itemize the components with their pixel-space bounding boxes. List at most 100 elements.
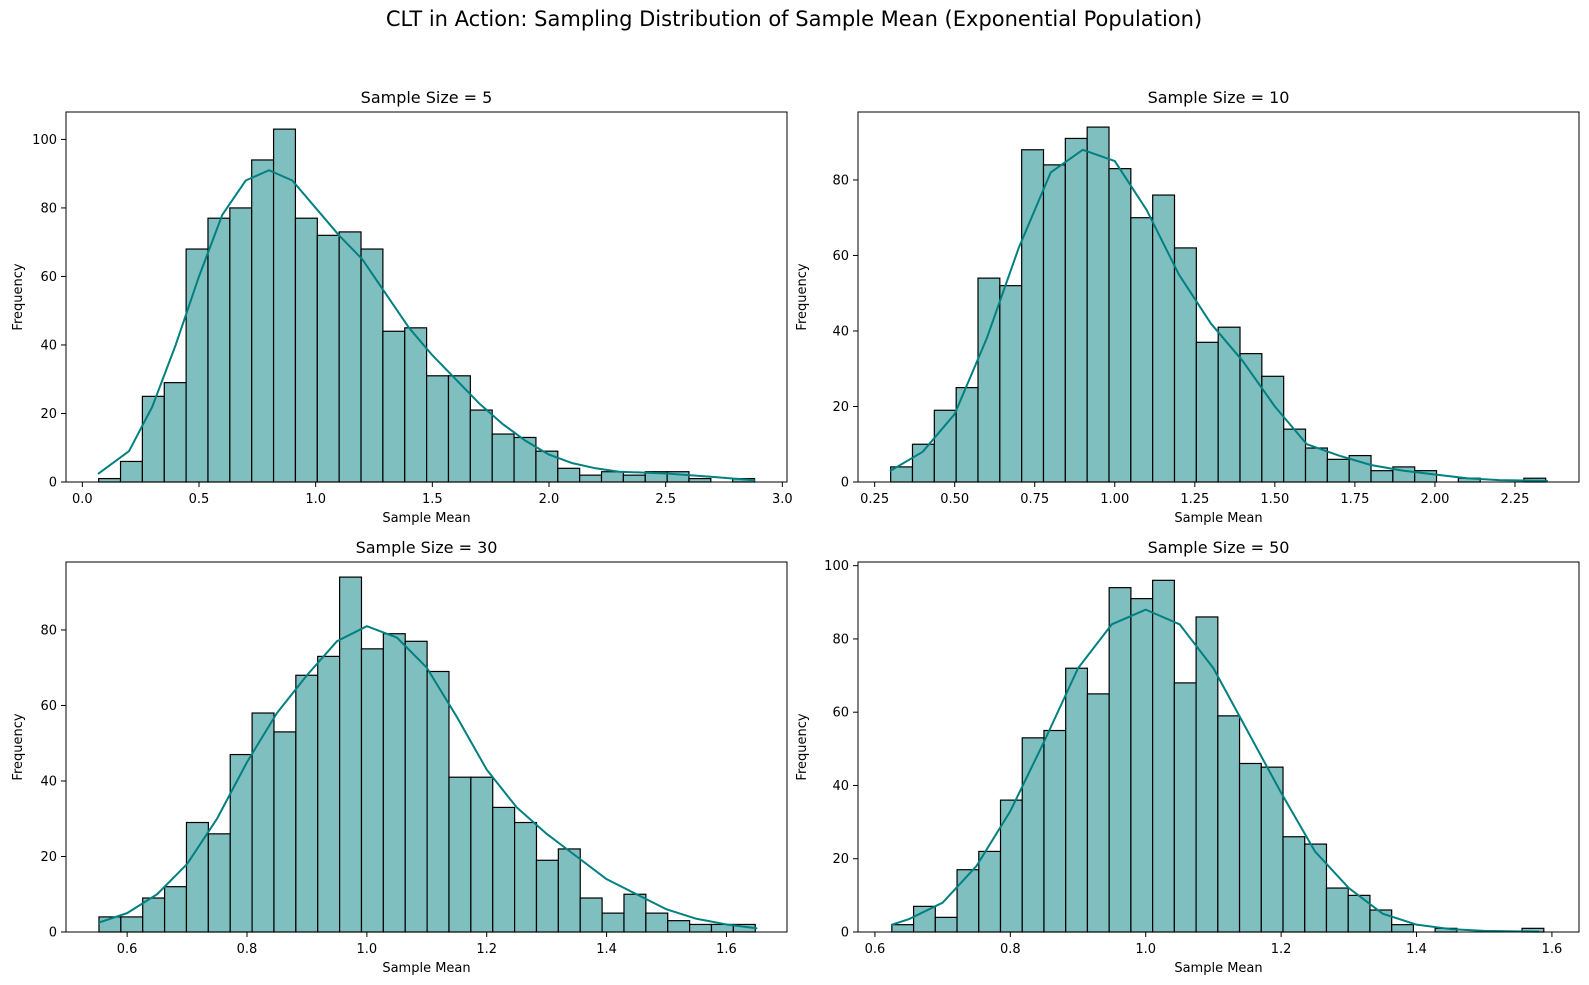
- histogram-bar: [934, 410, 956, 482]
- x-tick-label: 1.5: [422, 492, 443, 507]
- histogram-bar: [1306, 448, 1328, 482]
- histogram-bar: [1087, 127, 1109, 482]
- histogram-bar: [668, 921, 690, 932]
- histogram-bar: [690, 924, 712, 932]
- y-tick-label: 40: [40, 338, 57, 353]
- y-tick-label: 40: [40, 774, 57, 789]
- x-tick-label: 1.2: [1271, 942, 1292, 957]
- histogram-bar: [230, 208, 252, 482]
- y-tick-label: 60: [40, 270, 57, 285]
- y-tick-label: 60: [832, 249, 849, 264]
- y-tick-label: 20: [832, 400, 849, 415]
- x-tick-label: 3.0: [772, 492, 793, 507]
- y-tick-label: 20: [40, 407, 57, 422]
- histogram-bar: [252, 160, 274, 482]
- histogram-bar: [1000, 286, 1022, 482]
- x-tick-label: 1.50: [1260, 492, 1289, 507]
- histogram-bar: [1326, 888, 1348, 932]
- histogram-bar: [1131, 599, 1153, 932]
- histogram-bar: [1153, 195, 1175, 482]
- histogram-bar: [99, 479, 121, 482]
- histogram-bar: [230, 755, 252, 932]
- y-tick-label: 20: [832, 852, 849, 867]
- histogram-bar: [1131, 218, 1153, 482]
- histogram-bar: [1240, 763, 1262, 932]
- histogram-bar: [957, 870, 979, 932]
- x-tick-label: 1.25: [1180, 492, 1209, 507]
- histogram-bar: [143, 898, 165, 932]
- histogram-bar: [1044, 731, 1066, 932]
- histogram-bar: [274, 129, 296, 482]
- x-tick-label: 2.0: [539, 492, 560, 507]
- histogram-bar: [493, 807, 515, 932]
- histogram-bar: [449, 777, 471, 932]
- histogram-bar: [1196, 617, 1218, 932]
- x-tick-label: 1.6: [716, 942, 737, 957]
- histogram-bar: [624, 894, 646, 932]
- histogram-bar: [383, 634, 405, 932]
- x-tick-label: 0.8: [1000, 942, 1021, 957]
- x-axis-label: Sample Mean: [1174, 511, 1262, 526]
- histogram-bar: [208, 218, 230, 482]
- histogram-bar: [979, 851, 1001, 932]
- histogram-bar: [317, 235, 339, 482]
- x-tick-label: 1.0: [357, 942, 378, 957]
- histogram-bar: [689, 479, 711, 482]
- x-tick-label: 2.5: [655, 492, 676, 507]
- histogram-bar: [208, 834, 230, 932]
- y-tick-label: 60: [40, 699, 57, 714]
- x-tick-label: 2.00: [1420, 492, 1449, 507]
- x-tick-label: 0.6: [117, 942, 138, 957]
- x-axis-label: Sample Mean: [1174, 961, 1262, 976]
- x-tick-label: 2.25: [1500, 492, 1529, 507]
- histogram-bar: [405, 641, 427, 932]
- histogram-bar: [427, 376, 449, 482]
- histogram-bar: [427, 671, 449, 932]
- histogram-bar: [164, 383, 186, 482]
- x-tick-label: 0.25: [860, 492, 889, 507]
- histogram-bar: [536, 860, 558, 932]
- subplot-title: Sample Size = 50: [1148, 538, 1290, 557]
- y-tick-label: 80: [40, 623, 57, 638]
- histogram-bar: [470, 410, 492, 482]
- x-tick-label: 0.5: [189, 492, 210, 507]
- y-tick-label: 80: [40, 201, 57, 216]
- x-tick-label: 1.75: [1340, 492, 1369, 507]
- histogram-bar: [580, 898, 602, 932]
- subplot-title: Sample Size = 30: [356, 538, 498, 557]
- histogram-bar: [1109, 169, 1131, 482]
- y-axis-label: Frequency: [795, 263, 810, 330]
- histogram-bar: [558, 849, 580, 932]
- subplot-title: Sample Size = 10: [1148, 88, 1290, 107]
- histogram-bar: [186, 823, 208, 932]
- y-axis-label: Frequency: [11, 263, 26, 330]
- y-tick-label: 60: [832, 706, 849, 721]
- figure-suptitle: CLT in Action: Sampling Distribution of …: [386, 7, 1202, 31]
- histogram-bar: [165, 887, 187, 932]
- histogram-bar: [252, 713, 274, 932]
- y-axis-label: Frequency: [795, 713, 810, 780]
- histogram-bar: [935, 917, 957, 932]
- y-tick-label: 80: [832, 173, 849, 188]
- histogram-bar: [580, 475, 602, 482]
- histogram-bar: [1022, 738, 1044, 932]
- histogram-bar: [361, 649, 383, 932]
- histogram-bar: [1392, 925, 1414, 932]
- x-tick-label: 1.4: [1406, 942, 1427, 957]
- histogram-bar: [1283, 837, 1305, 932]
- x-tick-label: 0.50: [940, 492, 969, 507]
- histogram-bar: [1284, 429, 1306, 482]
- histogram-bar: [1065, 138, 1087, 482]
- histogram-bar: [1044, 165, 1066, 482]
- histogram-bar: [471, 777, 493, 932]
- x-tick-label: 1.0: [1135, 942, 1156, 957]
- x-tick-label: 1.4: [596, 942, 617, 957]
- histogram-bar: [1305, 844, 1327, 932]
- histogram-bar: [1153, 580, 1175, 932]
- x-tick-label: 1.00: [1100, 492, 1129, 507]
- histogram-bar: [646, 913, 668, 932]
- histogram-bar: [121, 917, 143, 932]
- histogram-bar: [602, 913, 624, 932]
- y-tick-label: 20: [40, 850, 57, 865]
